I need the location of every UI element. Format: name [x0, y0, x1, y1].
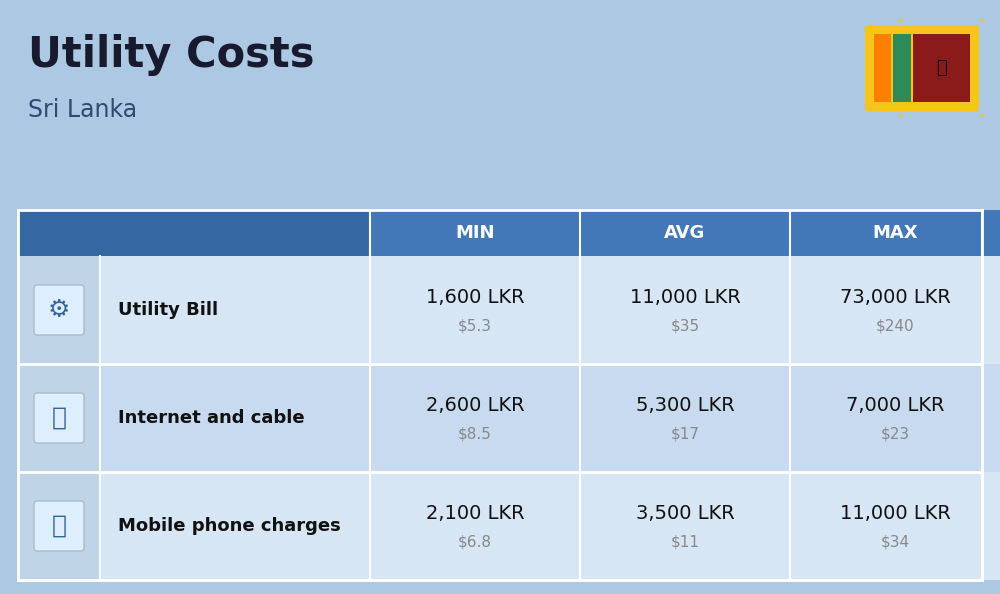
Text: 1,600 LKR: 1,600 LKR	[426, 287, 524, 307]
Text: $35: $35	[670, 319, 700, 334]
Bar	[100, 210, 370, 256]
Bar	[790, 210, 1000, 256]
Bar	[580, 210, 790, 256]
Bar	[370, 364, 580, 472]
Bar	[18, 256, 100, 364]
Bar	[18, 210, 100, 256]
Text: Utility Costs: Utility Costs	[28, 34, 314, 76]
Text: $240: $240	[876, 319, 914, 334]
Bar	[100, 256, 370, 364]
Bar	[100, 364, 370, 472]
Text: Mobile phone charges: Mobile phone charges	[118, 517, 341, 535]
Bar	[874, 34, 891, 102]
Text: AVG: AVG	[664, 224, 706, 242]
Text: ✦: ✦	[979, 17, 984, 23]
Bar	[790, 256, 1000, 364]
Text: 11,000 LKR: 11,000 LKR	[630, 287, 740, 307]
Bar	[580, 364, 790, 472]
Bar	[370, 472, 580, 580]
Text: $17: $17	[670, 426, 700, 442]
Text: $8.5: $8.5	[458, 426, 492, 442]
Text: $11: $11	[670, 535, 700, 549]
FancyBboxPatch shape	[34, 501, 84, 551]
Text: Sri Lanka: Sri Lanka	[28, 98, 137, 122]
Bar	[18, 472, 100, 580]
Text: Internet and cable: Internet and cable	[118, 409, 305, 427]
Bar	[370, 210, 580, 256]
FancyBboxPatch shape	[34, 393, 84, 443]
Text: 📱: 📱	[52, 514, 66, 538]
Bar	[893, 34, 911, 102]
Text: $23: $23	[880, 426, 910, 442]
FancyBboxPatch shape	[865, 25, 979, 111]
Text: ✦: ✦	[979, 113, 984, 119]
Text: 🦁: 🦁	[936, 59, 947, 77]
Bar	[370, 256, 580, 364]
Text: MIN: MIN	[455, 224, 495, 242]
Text: ✦: ✦	[898, 17, 904, 23]
Text: MAX: MAX	[872, 224, 918, 242]
Bar	[18, 364, 100, 472]
Text: ✦: ✦	[898, 113, 904, 119]
Bar	[580, 472, 790, 580]
Text: $34: $34	[880, 535, 910, 549]
Bar	[913, 34, 970, 102]
Bar	[100, 472, 370, 580]
Text: 2,100 LKR: 2,100 LKR	[426, 504, 524, 523]
FancyBboxPatch shape	[34, 285, 84, 335]
Text: 11,000 LKR: 11,000 LKR	[840, 504, 950, 523]
Text: 📶: 📶	[52, 406, 66, 430]
Text: 5,300 LKR: 5,300 LKR	[636, 396, 734, 415]
Bar	[790, 364, 1000, 472]
Text: ⚙: ⚙	[48, 298, 70, 322]
Text: $6.8: $6.8	[458, 535, 492, 549]
Text: 7,000 LKR: 7,000 LKR	[846, 396, 944, 415]
Bar	[580, 256, 790, 364]
Text: Utility Bill: Utility Bill	[118, 301, 218, 319]
Text: 73,000 LKR: 73,000 LKR	[840, 287, 950, 307]
Bar	[790, 472, 1000, 580]
Text: 3,500 LKR: 3,500 LKR	[636, 504, 734, 523]
Text: 2,600 LKR: 2,600 LKR	[426, 396, 524, 415]
Text: $5.3: $5.3	[458, 319, 492, 334]
